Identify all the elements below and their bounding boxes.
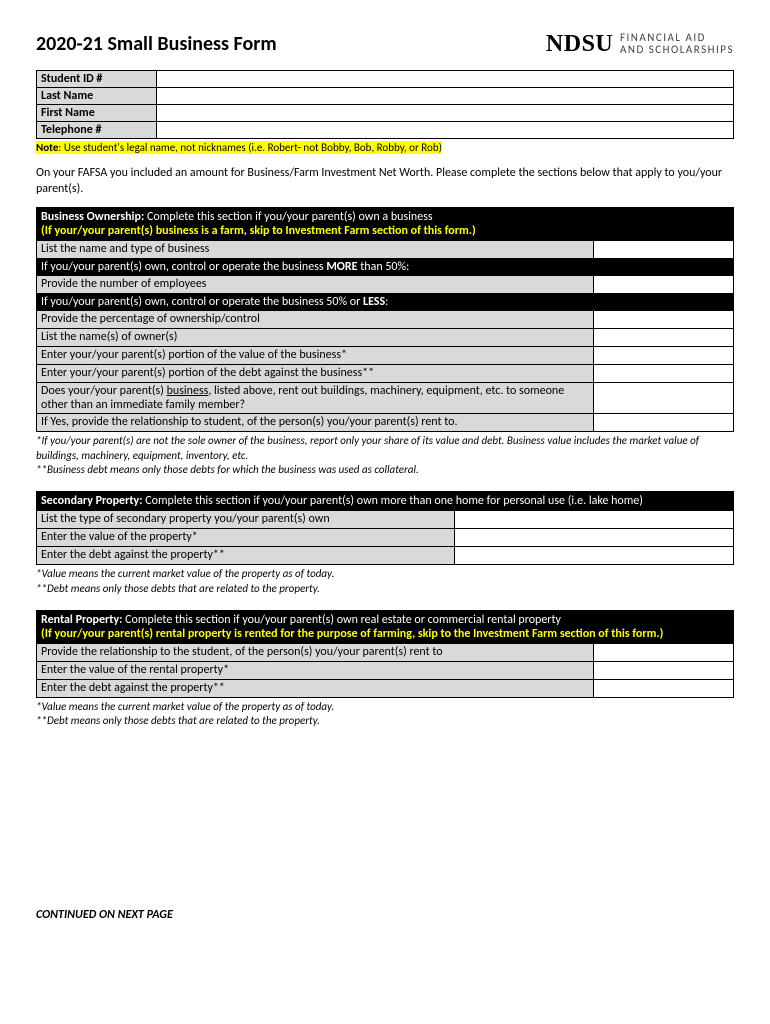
telephone-field[interactable] — [157, 122, 734, 139]
biz-row-debt: Enter your/your parent(s) portion of the… — [37, 364, 733, 382]
logo: NDSU FINANCIAL AID AND SCHOLARSHIPS — [546, 32, 734, 56]
sec-value-field[interactable] — [455, 529, 733, 546]
rent-row-debt: Enter the debt against the property** — [37, 679, 733, 697]
business-yellow-note: (If your/your parent(s) business is a fa… — [41, 224, 729, 238]
rent-relationship-label: Provide the relationship to the student,… — [37, 644, 594, 661]
rental-footnotes: *Value means the current market value of… — [36, 700, 734, 729]
rent-debt-label: Enter the debt against the property** — [37, 680, 594, 697]
biz-debt-label: Enter your/your parent(s) portion of the… — [37, 365, 594, 382]
intro-text: On your FAFSA you included an amount for… — [36, 166, 734, 197]
rent-foot2: **Debt means only those debts that are r… — [36, 714, 734, 728]
logo-sub: FINANCIAL AID AND SCHOLARSHIPS — [620, 32, 734, 56]
biz-pct-field[interactable] — [594, 311, 733, 328]
business-title: Business Ownership: — [41, 210, 144, 224]
note-label: Note — [36, 141, 58, 154]
rent-debt-field[interactable] — [594, 680, 733, 697]
sec-foot2: **Debt means only those debts that are r… — [36, 582, 734, 596]
sec-row-debt: Enter the debt against the property** — [37, 546, 733, 564]
student-id-field[interactable] — [157, 71, 734, 88]
biz-row-value: Enter your/your parent(s) portion of the… — [37, 346, 733, 364]
biz-foot1: *If you/your parent(s) are not the sole … — [36, 434, 734, 463]
biz-row-owners: List the name(s) of owner(s) — [37, 328, 733, 346]
biz-rentout-label: Does your/your parent(s) business, liste… — [37, 383, 594, 413]
biz-row-rentout: Does your/your parent(s) business, liste… — [37, 382, 733, 413]
business-section: Business Ownership: Complete this sectio… — [36, 207, 734, 432]
rental-yellow-note: (If your/your parent(s) rental property … — [41, 627, 729, 641]
business-header: Business Ownership: Complete this sectio… — [37, 208, 733, 240]
rental-section: Rental Property: Complete this section i… — [36, 610, 734, 698]
continued-footer: CONTINUED ON NEXT PAGE — [36, 908, 734, 922]
biz-row-name-type: List the name and type of business — [37, 240, 733, 258]
sec-row-value: Enter the value of the property* — [37, 528, 733, 546]
telephone-label: Telephone # — [37, 122, 157, 139]
sec-type-label: List the type of secondary property you/… — [37, 511, 455, 528]
biz-rentout-field[interactable] — [594, 383, 733, 413]
biz-relationship-label: If Yes, provide the relationship to stud… — [37, 414, 594, 431]
note: Note: Use student's legal name, not nick… — [36, 141, 734, 154]
sec-debt-field[interactable] — [455, 547, 733, 564]
biz-more-50-header: If you/your parent(s) own, control or op… — [37, 258, 733, 275]
student-id-label: Student ID # — [37, 71, 157, 88]
rental-title: Rental Property: — [41, 613, 122, 627]
secondary-section: Secondary Property: Complete this sectio… — [36, 491, 734, 565]
rent-relationship-field[interactable] — [594, 644, 733, 661]
first-name-label: First Name — [37, 105, 157, 122]
biz-owners-field[interactable] — [594, 329, 733, 346]
rent-value-field[interactable] — [594, 662, 733, 679]
rental-subtitle: Complete this section if you/your parent… — [122, 613, 561, 627]
last-name-field[interactable] — [157, 88, 734, 105]
sec-debt-label: Enter the debt against the property** — [37, 547, 455, 564]
rent-row-value: Enter the value of the rental property* — [37, 661, 733, 679]
biz-debt-field[interactable] — [594, 365, 733, 382]
logo-line1: FINANCIAL AID — [620, 31, 706, 44]
logo-main: NDSU — [546, 32, 613, 56]
business-footnotes: *If you/your parent(s) are not the sole … — [36, 434, 734, 477]
secondary-subtitle: Complete this section if you/your parent… — [143, 494, 643, 508]
form-title: 2020-21 Small Business Form — [36, 32, 277, 56]
biz-row-relationship: If Yes, provide the relationship to stud… — [37, 413, 733, 431]
rent-foot1: *Value means the current market value of… — [36, 700, 734, 714]
sec-row-type: List the type of secondary property you/… — [37, 510, 733, 528]
sec-foot1: *Value means the current market value of… — [36, 567, 734, 581]
rental-header: Rental Property: Complete this section i… — [37, 611, 733, 643]
rent-value-label: Enter the value of the rental property* — [37, 662, 594, 679]
biz-pct-label: Provide the percentage of ownership/cont… — [37, 311, 594, 328]
biz-row-employees: Provide the number of employees — [37, 275, 733, 293]
biz-less-50-header: If you/your parent(s) own, control or op… — [37, 293, 733, 310]
last-name-label: Last Name — [37, 88, 157, 105]
header: 2020-21 Small Business Form NDSU FINANCI… — [36, 32, 734, 56]
logo-line2: AND SCHOLARSHIPS — [620, 43, 734, 56]
biz-value-label: Enter your/your parent(s) portion of the… — [37, 347, 594, 364]
rent-row-relationship: Provide the relationship to the student,… — [37, 643, 733, 661]
secondary-title: Secondary Property: — [41, 494, 143, 508]
secondary-footnotes: *Value means the current market value of… — [36, 567, 734, 596]
sec-value-label: Enter the value of the property* — [37, 529, 455, 546]
secondary-header: Secondary Property: Complete this sectio… — [37, 492, 733, 510]
biz-value-field[interactable] — [594, 347, 733, 364]
biz-employees-label: Provide the number of employees — [37, 276, 594, 293]
business-subtitle: Complete this section if you/your parent… — [144, 210, 432, 224]
note-text: : Use student's legal name, not nickname… — [58, 141, 442, 154]
biz-relationship-field[interactable] — [594, 414, 733, 431]
first-name-field[interactable] — [157, 105, 734, 122]
biz-name-type-label: List the name and type of business — [37, 241, 594, 258]
biz-owners-label: List the name(s) of owner(s) — [37, 329, 594, 346]
biz-row-pct: Provide the percentage of ownership/cont… — [37, 310, 733, 328]
sec-type-field[interactable] — [455, 511, 733, 528]
biz-foot2: **Business debt means only those debts f… — [36, 463, 734, 477]
biz-name-type-field[interactable] — [594, 241, 733, 258]
student-info-table: Student ID # Last Name First Name Teleph… — [36, 70, 734, 139]
biz-employees-field[interactable] — [594, 276, 733, 293]
